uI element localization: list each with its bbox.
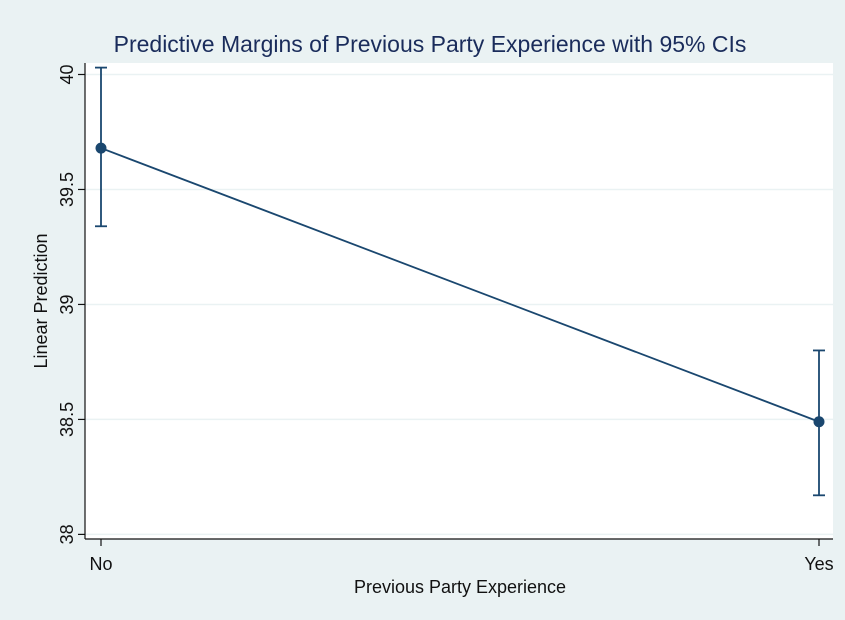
data-point [95, 142, 107, 154]
axes: 38 38.5 39 39.5 40 No Yes [57, 63, 834, 574]
data-point [813, 416, 825, 428]
x-tick-label: No [89, 554, 112, 574]
plot-area [85, 63, 833, 539]
y-tick-label: 38 [57, 524, 77, 544]
x-axis-label: Previous Party Experience [354, 577, 566, 597]
y-axis-label: Linear Prediction [31, 233, 51, 368]
chart-title: Predictive Margins of Previous Party Exp… [114, 31, 747, 57]
y-tick-label: 39.5 [57, 172, 77, 207]
series-line [100, 147, 820, 423]
x-tick-label: Yes [804, 554, 833, 574]
y-tick-label: 40 [57, 64, 77, 84]
y-tick-label: 38.5 [57, 402, 77, 437]
data-marks [95, 66, 825, 497]
y-tick-label: 39 [57, 294, 77, 314]
